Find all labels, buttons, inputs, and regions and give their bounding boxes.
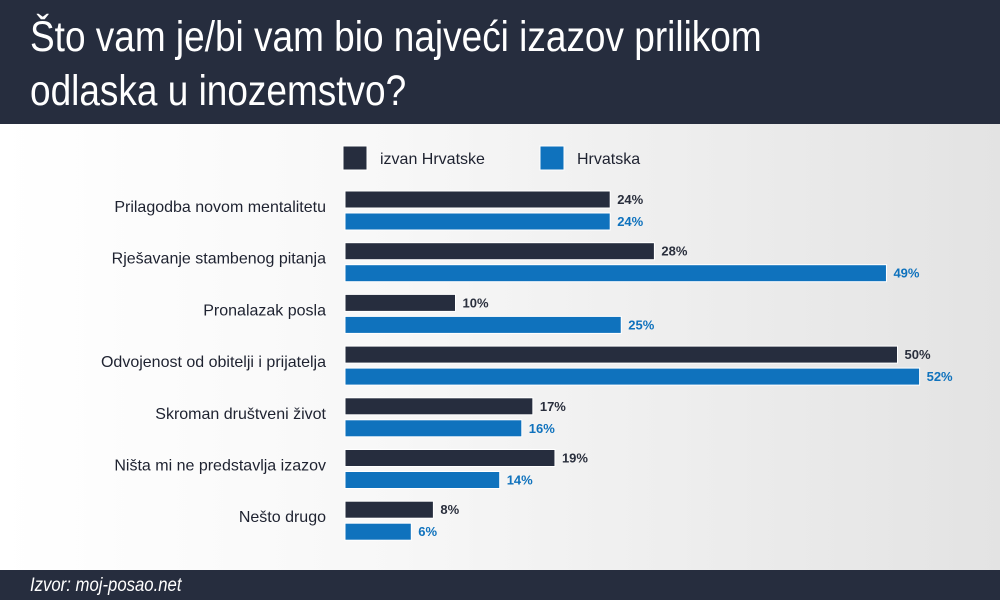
value-label: 19% xyxy=(562,451,588,466)
bar-izvan-hrvatske xyxy=(344,449,556,467)
bar-izvan-hrvatske xyxy=(344,242,655,261)
source-note: Izvor: moj-posao.net xyxy=(30,575,182,596)
legend-label-2: Hrvatska xyxy=(577,151,640,168)
category-label: Prilagodba novom mentalitetu xyxy=(114,199,326,216)
value-label: 52% xyxy=(927,369,953,384)
bar-hrvatska xyxy=(344,471,501,489)
bar-izvan-hrvatske xyxy=(344,293,456,312)
bar-hrvatska xyxy=(344,419,523,438)
bar-izvan-hrvatske xyxy=(344,345,898,364)
legend-swatch-2 xyxy=(539,145,565,171)
value-label: 17% xyxy=(540,399,566,414)
value-label: 50% xyxy=(905,347,931,362)
value-label: 16% xyxy=(529,421,555,436)
title-line-1: Što vam je/bi vam bio najveći izazov pri… xyxy=(30,13,762,61)
category-label: Pronalazak posla xyxy=(203,302,326,319)
category-label: Odvojenost od obitelji i prijatelja xyxy=(101,354,326,371)
bar-izvan-hrvatske xyxy=(344,500,434,519)
value-label: 24% xyxy=(617,192,643,207)
category-label: Skroman društveni život xyxy=(155,406,326,423)
value-label: 10% xyxy=(463,295,489,310)
bar-hrvatska xyxy=(344,212,611,231)
bar-izvan-hrvatske xyxy=(344,397,534,416)
value-label: 28% xyxy=(661,244,687,259)
value-label: 24% xyxy=(617,214,643,229)
bar-hrvatska xyxy=(344,367,921,386)
title-line-2: odlaska u inozemstvo? xyxy=(30,67,407,115)
value-label: 25% xyxy=(628,317,654,332)
category-label: Rješavanje stambenog pitanja xyxy=(112,251,326,268)
value-label: 14% xyxy=(507,473,533,488)
bar-hrvatska xyxy=(344,315,622,334)
header-bar: Što vam je/bi vam bio najveći izazov pri… xyxy=(0,0,1000,124)
value-label: 49% xyxy=(893,266,919,281)
category-label: Ništa mi ne predstavlja izazov xyxy=(114,458,326,475)
category-label: Nešto drugo xyxy=(239,509,326,526)
legend-label-1: izvan Hrvatske xyxy=(380,151,485,168)
value-label: 6% xyxy=(418,524,437,539)
bar-hrvatska xyxy=(344,522,412,541)
footer-bar: Izvor: moj-posao.net xyxy=(0,570,1000,600)
bar-hrvatska xyxy=(344,264,887,283)
value-label: 8% xyxy=(440,502,459,517)
chart-title: Što vam je/bi vam bio najveći izazov pri… xyxy=(30,10,804,118)
legend-swatch-1 xyxy=(342,145,368,171)
bar-izvan-hrvatske xyxy=(344,190,611,209)
